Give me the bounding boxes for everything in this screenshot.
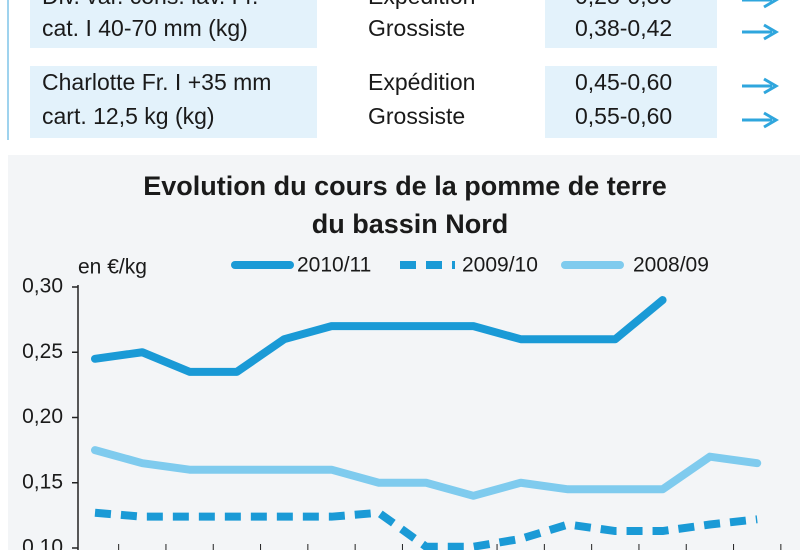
product: cat. I 40-70 mm (kg) bbox=[42, 15, 248, 41]
product: cart. 12,5 kg (kg) bbox=[42, 103, 215, 129]
series-line bbox=[94, 508, 758, 550]
legend-label: 2008/09 bbox=[633, 254, 709, 277]
y-tick-label: 0,10 bbox=[22, 536, 63, 550]
y-axis-label: en €/kg bbox=[78, 256, 147, 279]
y-tick-label: 0,25 bbox=[22, 340, 63, 363]
price: 0,28-0,30 bbox=[575, 0, 672, 9]
market: Grossiste bbox=[368, 103, 465, 129]
trend-arrow bbox=[742, 23, 779, 41]
legend-label: 2009/10 bbox=[462, 254, 538, 277]
series-line bbox=[91, 296, 667, 376]
series-line bbox=[91, 446, 762, 500]
product: Charlotte Fr. I +35 mm bbox=[42, 69, 271, 95]
trend-arrow bbox=[742, 0, 779, 9]
y-tick-label: 0,30 bbox=[22, 275, 63, 298]
legend-label: 2010/11 bbox=[297, 254, 371, 277]
cell-background bbox=[30, 0, 317, 48]
cell-background bbox=[30, 66, 317, 138]
trend-arrow bbox=[742, 111, 779, 129]
arrow-head bbox=[763, 77, 779, 95]
arrow-head bbox=[763, 0, 779, 9]
y-tick-label: 0,20 bbox=[22, 405, 63, 428]
market: Expédition bbox=[368, 69, 475, 95]
cell-background bbox=[545, 66, 717, 138]
price: 0,55-0,60 bbox=[575, 103, 672, 129]
product: Div. var. cons. lav. Fr. bbox=[42, 0, 258, 9]
arrow-head bbox=[763, 111, 779, 129]
chart-title: du bassin Nord bbox=[312, 209, 509, 239]
arrow-head bbox=[763, 23, 779, 41]
price: 0,45-0,60 bbox=[575, 69, 672, 95]
market: Grossiste bbox=[368, 15, 465, 41]
market: Expédition bbox=[368, 0, 475, 9]
table: Div. var. cons. lav. Fr. Expédition 0,28-0… bbox=[30, 0, 779, 138]
trend-arrow bbox=[742, 77, 779, 95]
y-tick-label: 0,15 bbox=[22, 470, 63, 493]
cell-background bbox=[545, 0, 717, 48]
price: 0,38-0,42 bbox=[575, 15, 672, 41]
chart-title: Evolution du cours de la pomme de terre bbox=[143, 171, 667, 201]
